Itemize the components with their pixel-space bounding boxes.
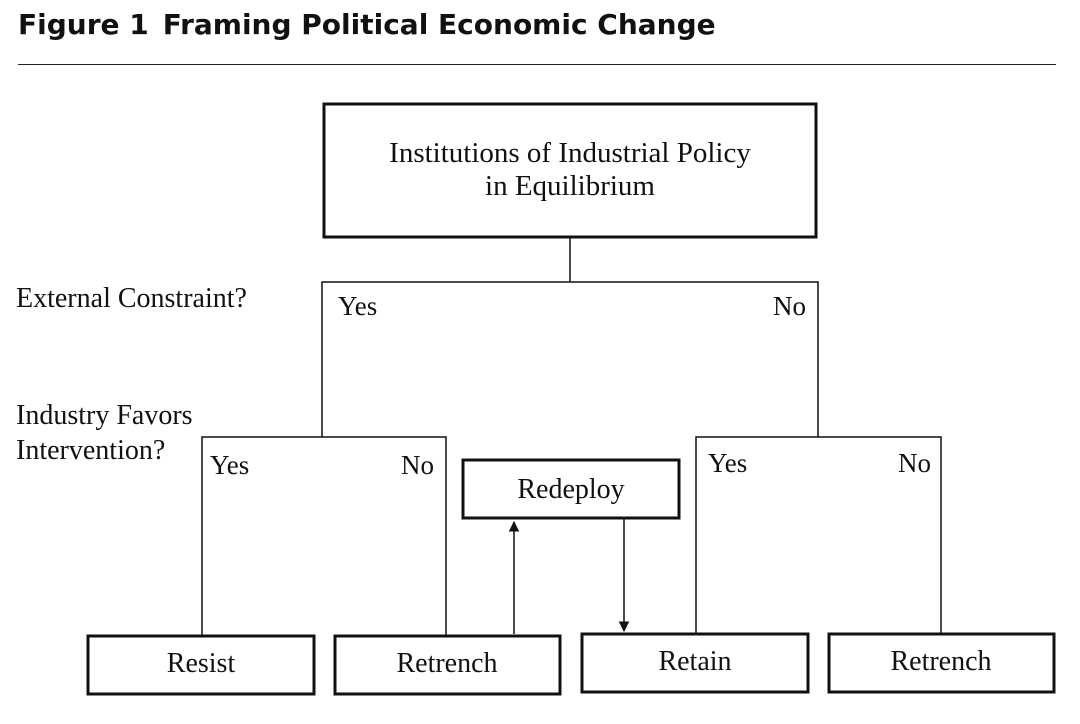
industry-favors-question-line1: Industry Favors xyxy=(16,400,193,431)
figure-label: Figure 1 xyxy=(18,8,149,41)
left-no-label: No xyxy=(401,450,434,480)
industry-favors-question-line2: Intervention? xyxy=(16,435,165,466)
external-constraint-split xyxy=(321,281,819,437)
outcome-retrench-left-label: Retrench xyxy=(396,648,497,679)
right-industry-split xyxy=(695,436,942,634)
outcome-retrench-right-box xyxy=(827,632,1056,694)
outcome-retrench-left-box xyxy=(333,634,562,696)
redeploy-label: Redeploy xyxy=(517,474,624,505)
figure-heading: Framing Political Economic Change xyxy=(162,8,716,41)
root-box-line2: in Equilibrium xyxy=(485,170,655,202)
right-yes-label: Yes xyxy=(708,448,747,478)
outcome-resist-box xyxy=(86,634,316,696)
top-yes-label: Yes xyxy=(338,291,377,321)
left-yes-label: Yes xyxy=(210,450,249,480)
root-box xyxy=(322,102,818,239)
external-constraint-question: External Constraint? xyxy=(16,283,247,314)
outcome-retrench-right-label: Retrench xyxy=(890,646,991,677)
outcome-resist-label: Resist xyxy=(167,648,236,679)
figure-title: Figure 1 Framing Political Economic Chang… xyxy=(18,8,716,41)
title-rule xyxy=(18,64,1056,65)
top-no-label: No xyxy=(773,291,806,321)
redeploy-box xyxy=(461,458,681,520)
outcome-retain-box xyxy=(580,632,810,694)
outcome-retain-label: Retain xyxy=(658,646,731,677)
right-no-label: No xyxy=(898,448,931,478)
left-industry-split xyxy=(201,436,447,636)
root-box-line1: Institutions of Industrial Policy xyxy=(389,137,751,169)
